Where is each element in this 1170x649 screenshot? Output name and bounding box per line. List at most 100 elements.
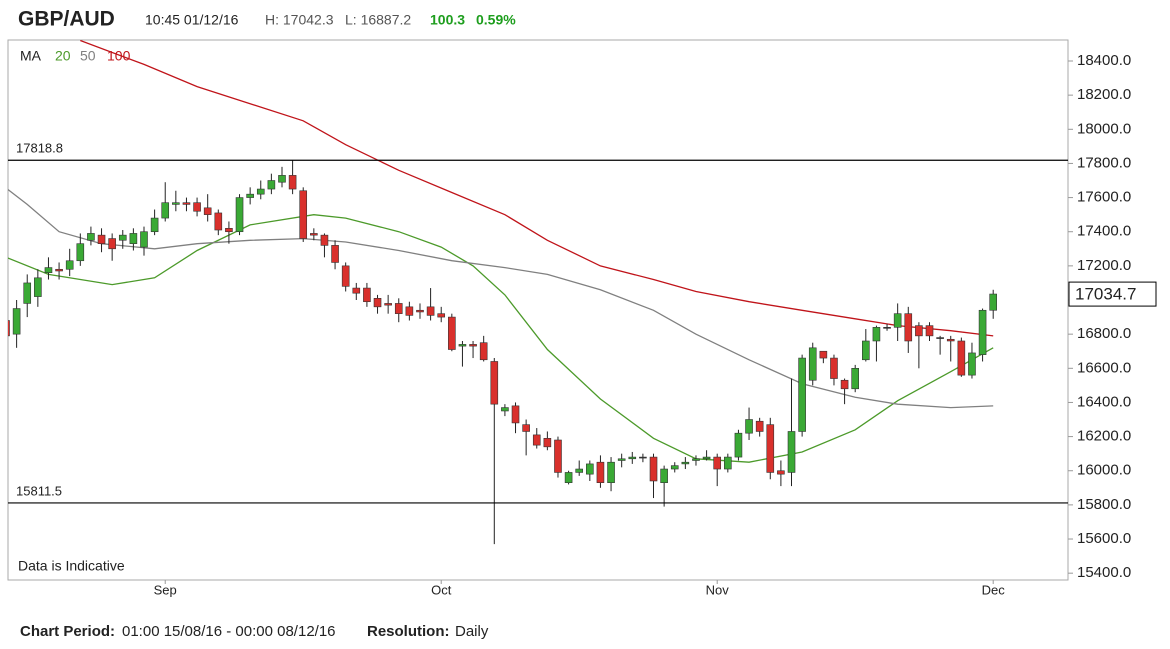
legend-entry: 20 (55, 48, 71, 64)
y-tick-label: 18400.0 (1077, 52, 1131, 69)
candle-body (798, 357, 806, 432)
moving-average-line (8, 188, 994, 409)
candle-body (957, 340, 966, 376)
candle-body (267, 180, 276, 190)
y-tick-label: 16600.0 (1077, 359, 1131, 376)
candle-body (830, 357, 838, 379)
candle-body (76, 243, 85, 262)
y-tick-label: 18000.0 (1077, 120, 1131, 137)
candle-body (522, 424, 530, 432)
last-price-label: 17034.7 (1075, 285, 1136, 304)
candle-body (469, 344, 477, 347)
candle-body (12, 308, 21, 335)
y-tick-label: 17800.0 (1077, 154, 1131, 171)
candle-body (108, 238, 116, 250)
candle-body (331, 245, 339, 263)
candle-body (915, 325, 923, 337)
candle-body (193, 202, 201, 212)
candle-body (575, 468, 584, 473)
candle-body (140, 231, 148, 248)
candle-body (225, 228, 233, 233)
candle-body (416, 309, 424, 313)
candle-body (458, 344, 467, 347)
candle-body (851, 368, 860, 390)
candle-body (256, 188, 265, 195)
y-tick-label: 16200.0 (1077, 428, 1131, 445)
y-tick-label: 16000.0 (1077, 462, 1131, 479)
y-tick-label: 15600.0 (1077, 530, 1131, 547)
legend-entry: 100 (107, 48, 131, 64)
symbol: GBP/AUD (18, 8, 115, 31)
candle-body (87, 233, 95, 241)
candle-body (904, 313, 913, 342)
candle-body (118, 234, 127, 241)
candle-body (479, 342, 488, 361)
candle-body (235, 197, 244, 233)
change: 100.3 (430, 12, 465, 28)
candle-body (511, 405, 520, 424)
candle-body (872, 327, 881, 342)
candle-body (745, 419, 753, 434)
candle-body (320, 234, 329, 246)
candle-body (681, 461, 690, 465)
last-price-box (1068, 281, 1157, 307)
candle-body (384, 303, 392, 306)
change-pct: 0.59% (476, 12, 516, 28)
candle-body (23, 282, 32, 304)
candle-body (299, 190, 308, 239)
resolution-label: Resolution: (367, 623, 450, 640)
candle-body (97, 234, 106, 244)
candle-body (203, 207, 212, 215)
candle-body (777, 470, 785, 475)
candle-body (670, 465, 679, 470)
candle-body (352, 287, 361, 294)
candle-body (586, 463, 594, 475)
candle-body (490, 361, 499, 405)
candle-body (543, 437, 552, 448)
candle-body (862, 340, 870, 361)
candle-body (724, 456, 732, 470)
x-tick-label: Sep (154, 582, 177, 597)
candle-body (692, 458, 700, 461)
x-tick-label: Oct (431, 582, 452, 597)
candle-body (755, 420, 764, 432)
y-tick-label: 16400.0 (1077, 393, 1131, 410)
candle-body (649, 456, 658, 482)
candle-body (150, 217, 159, 233)
y-tick-label: 17200.0 (1077, 257, 1131, 274)
candle-body (978, 309, 987, 355)
candle-body (182, 202, 191, 205)
candle-body (554, 439, 562, 473)
candle-body (840, 379, 849, 390)
candle-body (44, 267, 53, 273)
candle-body (596, 461, 605, 483)
candle-body (808, 347, 817, 381)
legend-title: MA (20, 48, 42, 64)
y-tick-label: 15800.0 (1077, 496, 1131, 513)
candle-body (437, 313, 446, 318)
candle-body (426, 306, 435, 316)
candle-body (65, 260, 74, 270)
moving-average-line (8, 214, 994, 463)
candle-body (394, 303, 403, 314)
y-tick-label: 17600.0 (1077, 189, 1131, 206)
plot-frame (7, 39, 1069, 581)
moving-average-line (80, 40, 994, 337)
candle-body (405, 306, 414, 316)
plot (8, 40, 997, 545)
candle-body (883, 327, 891, 329)
x-tick-label: Dec (982, 582, 1006, 597)
candle-body (639, 456, 647, 459)
candle-body (713, 456, 722, 470)
candle-body (787, 431, 796, 473)
candle-body (607, 461, 615, 483)
y-tick-label: 17400.0 (1077, 223, 1131, 240)
y-tick-label: 18200.0 (1077, 86, 1131, 103)
candle-body (8, 320, 10, 337)
candle-body (532, 434, 541, 446)
reference-label: 15811.5 (16, 483, 62, 498)
candle-body (34, 277, 42, 297)
period: 01:00 15/08/16 - 00:00 08/12/16 (122, 623, 336, 640)
